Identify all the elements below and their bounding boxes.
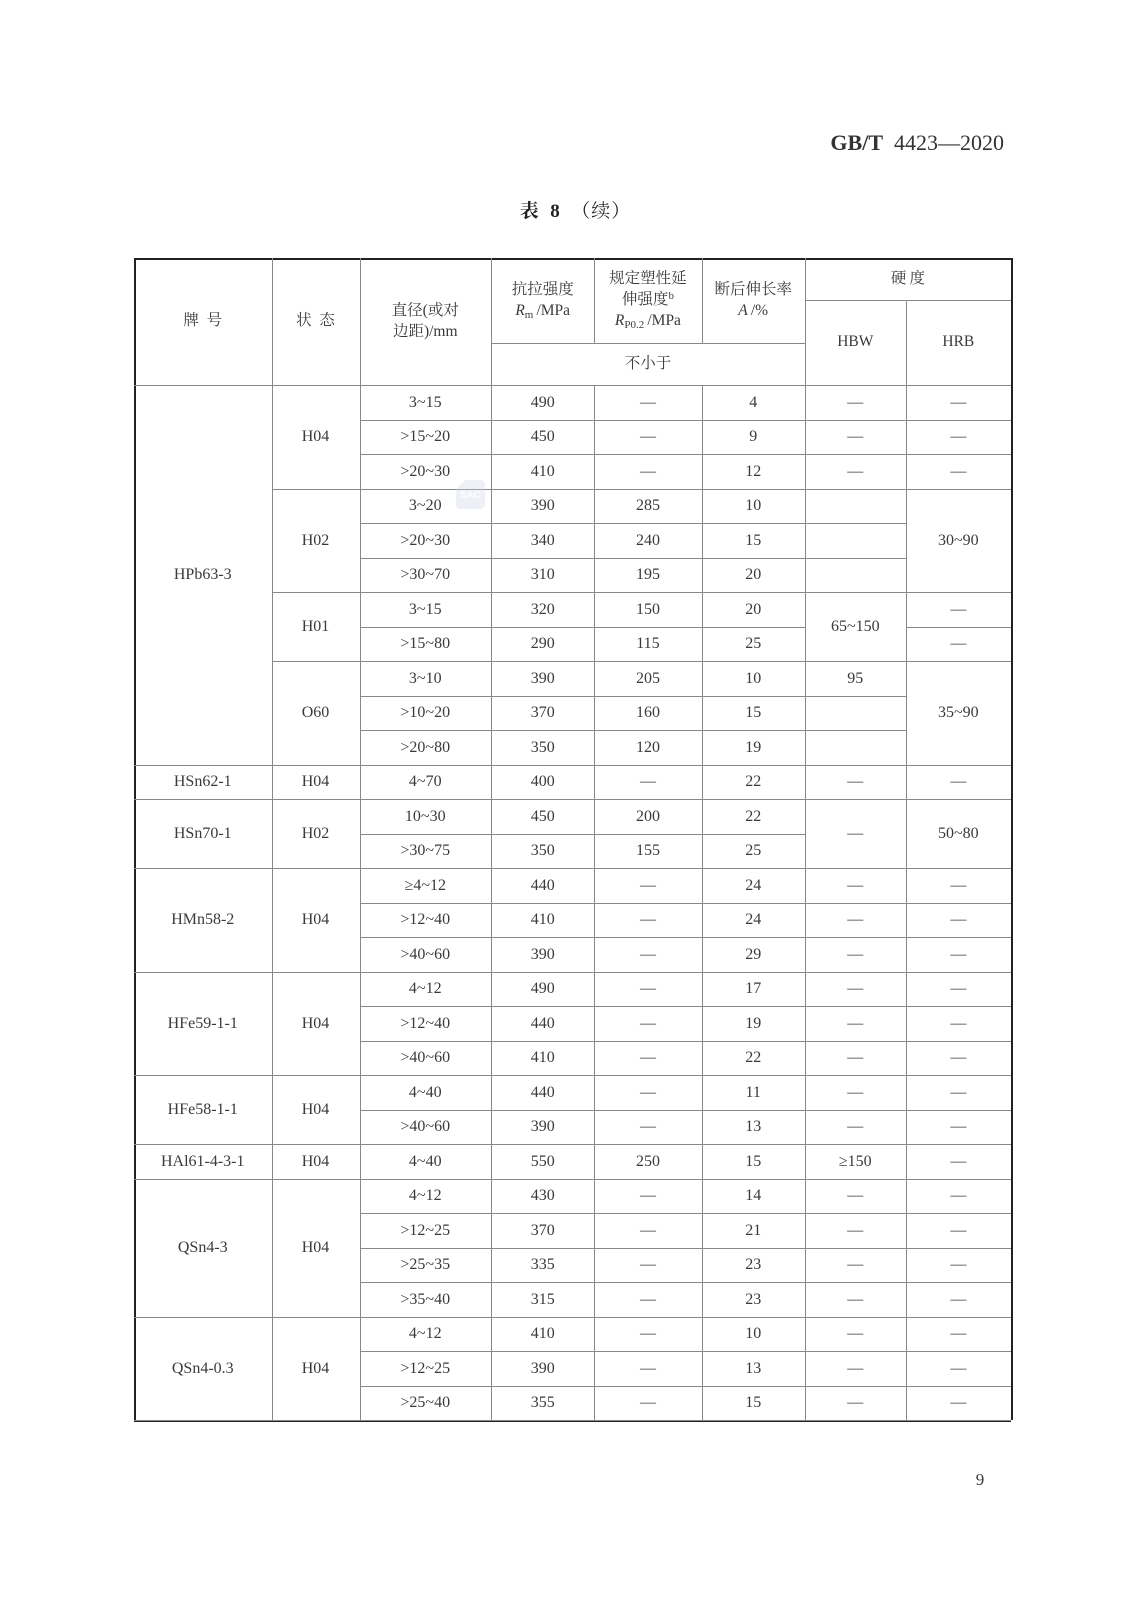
svg-text:SAC: SAC (460, 490, 481, 501)
